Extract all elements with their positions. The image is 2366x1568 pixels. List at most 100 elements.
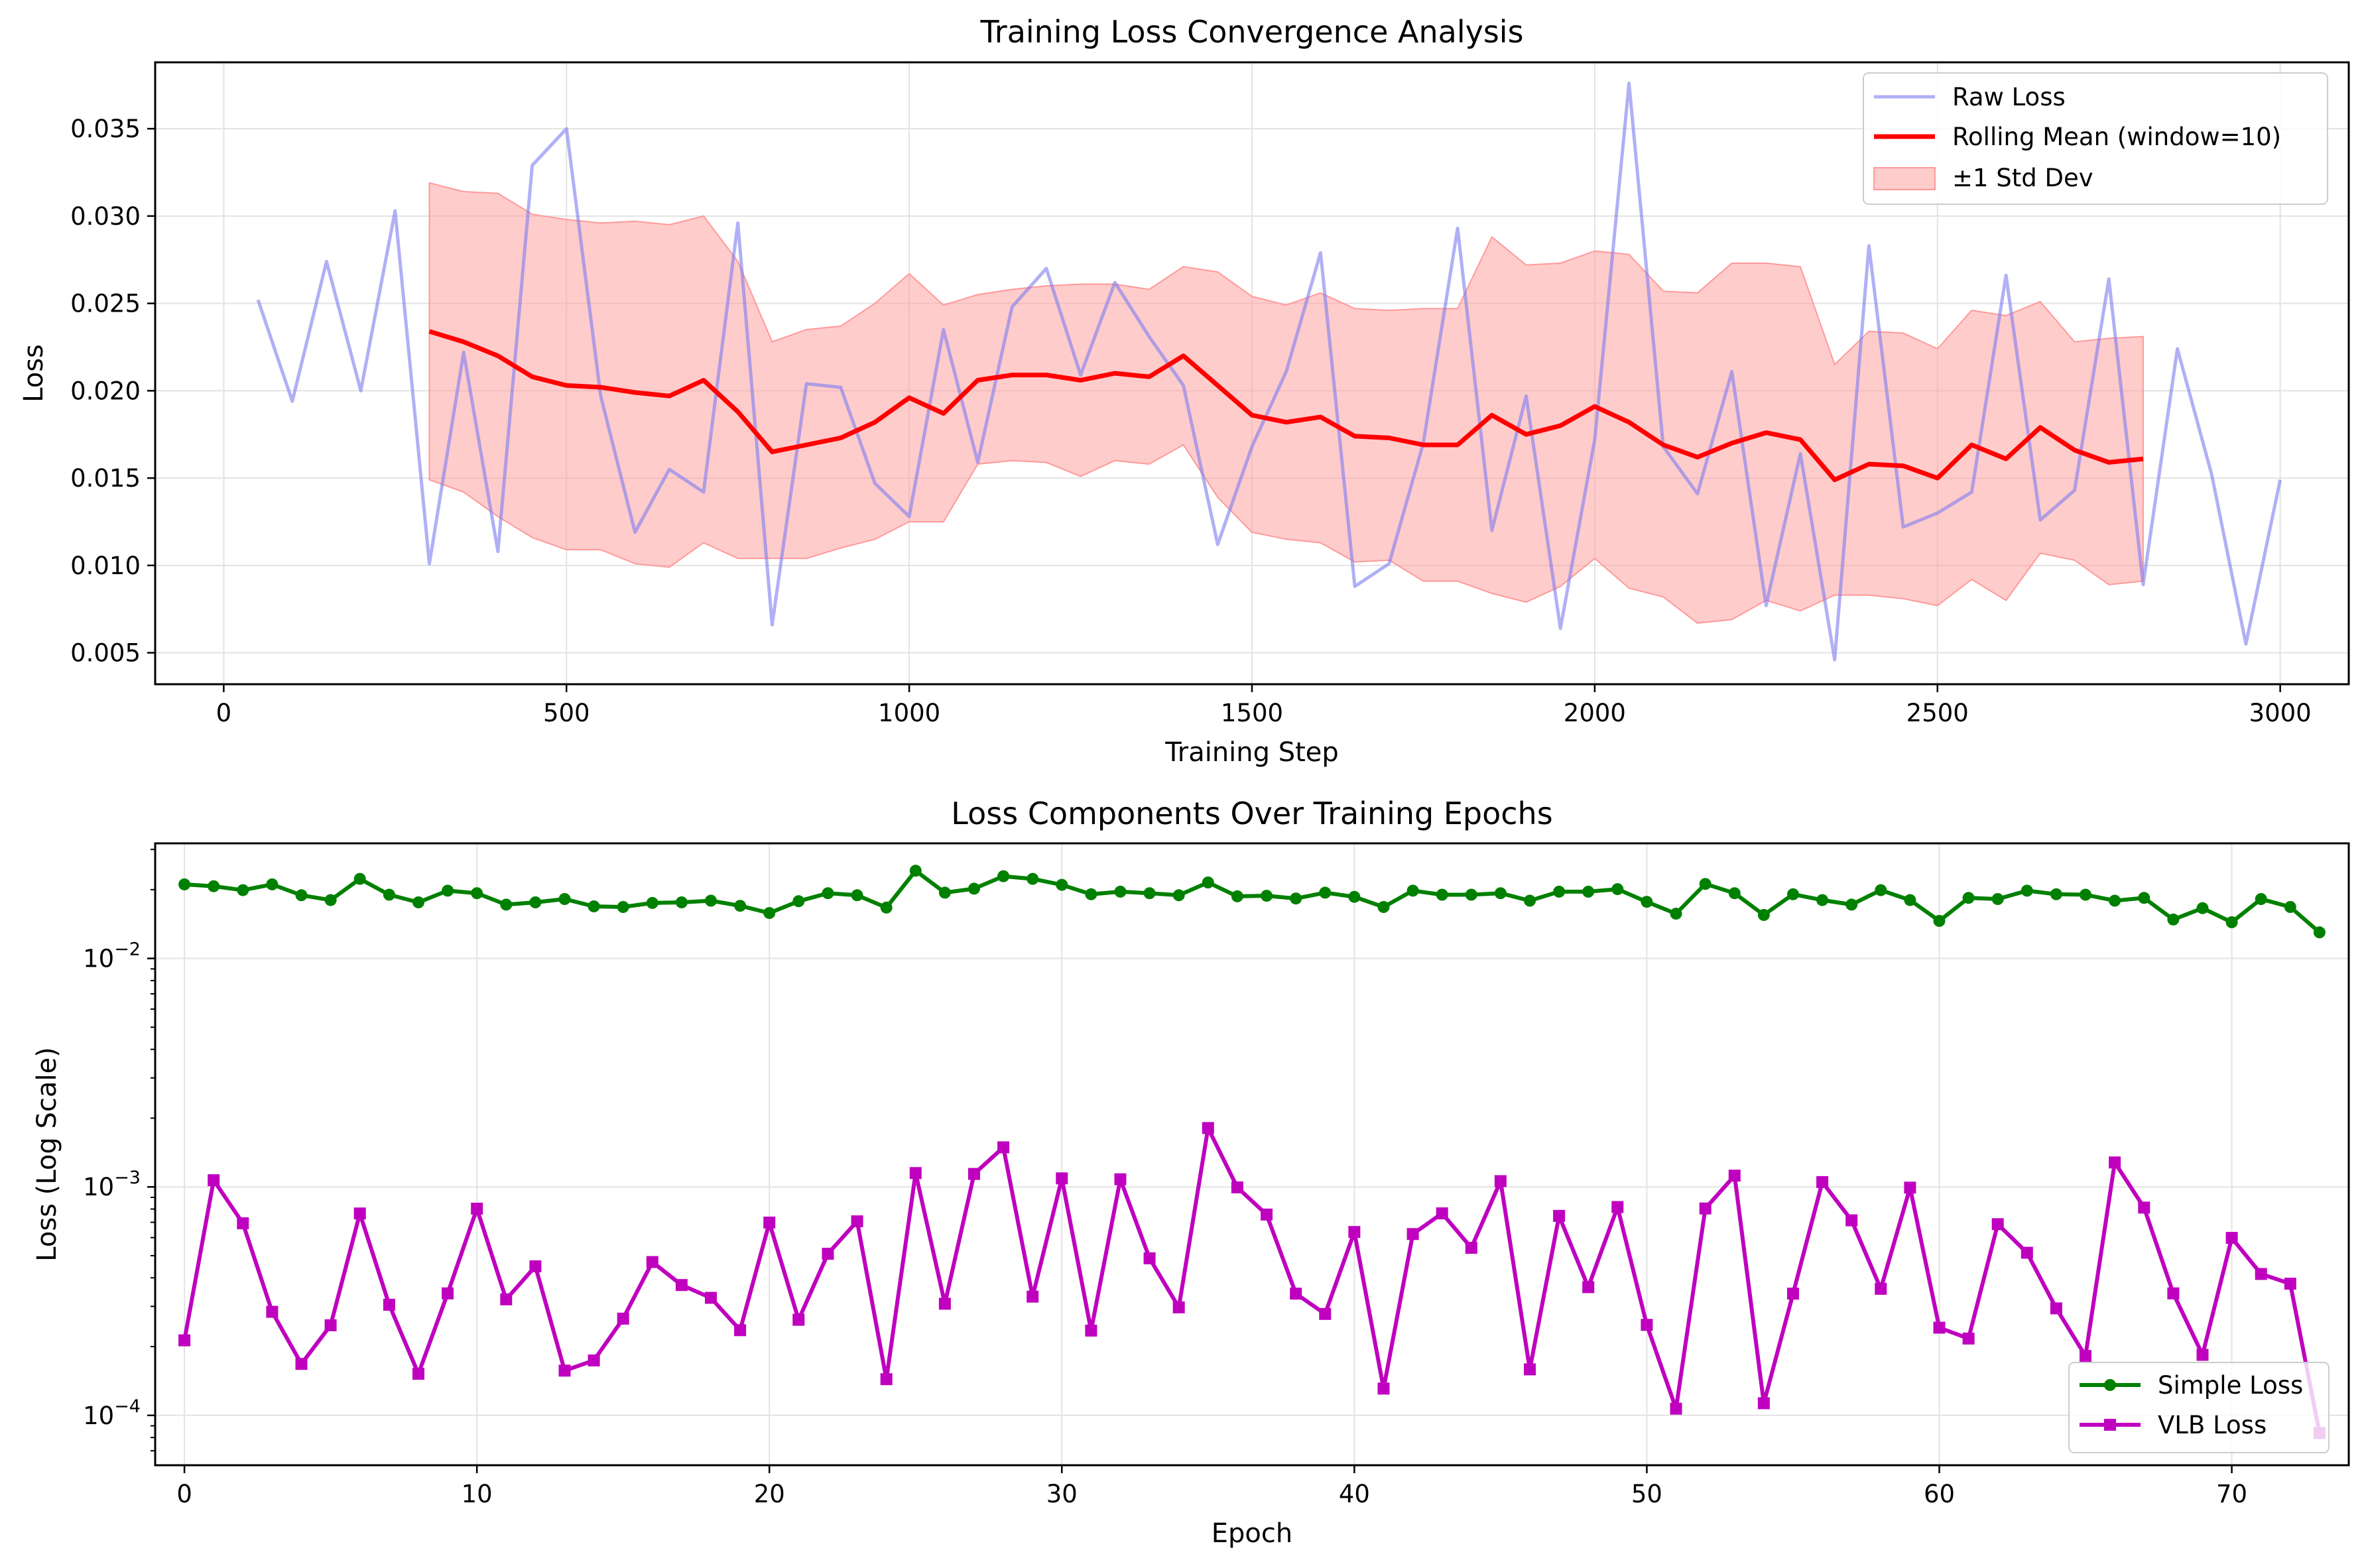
simple-loss-point [2255,893,2267,905]
chart1-legend-box [1863,72,2328,205]
simple-loss-point [2080,888,2091,901]
training-loss-chart: Training Loss Convergence Analysis 0 500 1… [19,14,2350,768]
simple-loss-point [1143,887,1156,900]
chart1-x-axis-label: Training Step [1164,737,1339,768]
vlb-loss-point [1582,1281,1595,1294]
chart2-simple-loss-series [178,865,2326,939]
simple-loss-point [1377,901,1390,913]
chart1-y-tick-label: 0.010 [70,552,141,580]
chart1-x-tick-label: 1500 [1221,699,1283,727]
chart2-y-ticks: 10−4 10−3 10−2 [83,849,155,1452]
simple-loss-point [412,896,424,908]
chart1-x-tick-label: 0 [216,699,232,727]
simple-loss-point [1933,915,1946,927]
chart1-x-tick-label: 3000 [2249,699,2312,727]
vlb-loss-point [353,1207,366,1220]
simple-loss-point [2050,888,2062,900]
simple-loss-point [1582,885,1595,898]
simple-loss-point [1875,884,1887,896]
vlb-loss-point [1436,1207,1448,1220]
simple-loss-point [1114,885,1127,898]
simple-loss-point [588,900,600,913]
simple-loss-point [324,894,337,906]
simple-loss-point [2021,884,2033,897]
chart2-y-tick-label: 10−4 [83,1396,141,1430]
chart2-x-tick-label: 40 [1339,1480,1370,1508]
simple-loss-point [1524,894,1536,907]
chart2-x-tick-label: 10 [462,1480,493,1508]
simple-loss-point [1027,873,1039,885]
vlb-loss-point [295,1358,308,1370]
simple-loss-point [1085,888,1097,900]
simple-loss-point [1261,890,1273,902]
simple-loss-point [997,870,1010,882]
simple-loss-point [1406,884,1419,897]
chart1-x-tick-label: 500 [543,699,590,727]
simple-loss-point [1904,894,1916,906]
vlb-loss-point [1172,1301,1185,1313]
simple-loss-point [705,894,717,907]
vlb-loss-point [938,1297,951,1310]
vlb-loss-point [851,1215,863,1228]
chart2-x-tick-label: 30 [1046,1480,1078,1508]
chart1-y-tick-label: 0.005 [70,639,141,668]
chart1-x-tick-label: 2500 [1906,699,1969,727]
simple-loss-point [1202,876,1214,888]
chart1-y-axis-label: Loss [19,344,49,402]
chart1-raw-loss-series [256,82,2282,662]
chart2-x-ticks: 0 10 20 30 40 50 60 70 [176,1465,2247,1508]
vlb-loss-point [178,1334,191,1347]
vlb-loss-point [1933,1321,1946,1334]
vlb-loss-point [2021,1246,2033,1259]
vlb-loss-point [1904,1181,1916,1194]
legend-simple-loss-label: Simple Loss [2158,1371,2303,1400]
legend-raw-loss-label: Raw Loss [1952,83,2066,111]
simple-loss-point [558,893,571,905]
vlb-loss-point [442,1287,454,1299]
vlb-loss-point [266,1305,279,1318]
chart1-x-tick-label: 1000 [878,699,940,727]
vlb-loss-point [1670,1402,1682,1415]
simple-loss-point [383,888,395,901]
simple-loss-point [1699,878,1712,890]
chart1-y-tick-label: 0.015 [70,464,141,493]
simple-loss-point [2196,902,2209,914]
simple-loss-point [2284,901,2296,913]
simple-loss-point [1641,896,1653,908]
simple-loss-point [500,898,513,911]
vlb-loss-point [1465,1242,1477,1254]
simple-loss-point [2138,892,2150,904]
vlb-loss-point [383,1298,395,1311]
chart1-x-ticks: 0 500 1000 1500 2000 2500 3000 [216,684,2312,727]
simple-loss-point [353,873,366,885]
simple-loss-point [529,896,542,908]
simple-loss-point [295,889,308,902]
vlb-loss-point [909,1167,922,1179]
chart1-title: Training Loss Convergence Analysis [979,14,1523,50]
simple-loss-point [208,880,220,892]
simple-loss-point [938,886,951,899]
simple-loss-point [763,907,776,920]
simple-loss-point [1319,886,1332,899]
vlb-loss-point [1319,1307,1332,1320]
simple-loss-point [1172,889,1185,902]
simple-loss-point [178,878,191,890]
simple-loss-point [675,896,688,908]
chart1-raw-loss-line [256,82,2282,662]
vlb-loss-point [324,1319,337,1331]
vlb-loss-point [880,1373,893,1386]
vlb-loss-point [1816,1176,1829,1188]
vlb-loss-point [1991,1218,2004,1231]
vlb-loss-point [208,1174,220,1187]
chart2-x-tick-label: 70 [2216,1480,2247,1508]
chart1-rolling-mean-series [428,329,2144,483]
vlb-loss-point [1728,1170,1741,1182]
legend-vlb-loss-marker [2104,1419,2116,1431]
vlb-loss-point [2167,1287,2180,1299]
vlb-loss-point [2138,1201,2150,1214]
simple-loss-point [1553,885,1566,898]
simple-loss-point [968,882,980,895]
vlb-loss-point [675,1279,688,1292]
vlb-loss-point [558,1364,571,1377]
vlb-loss-point [1875,1282,1887,1295]
